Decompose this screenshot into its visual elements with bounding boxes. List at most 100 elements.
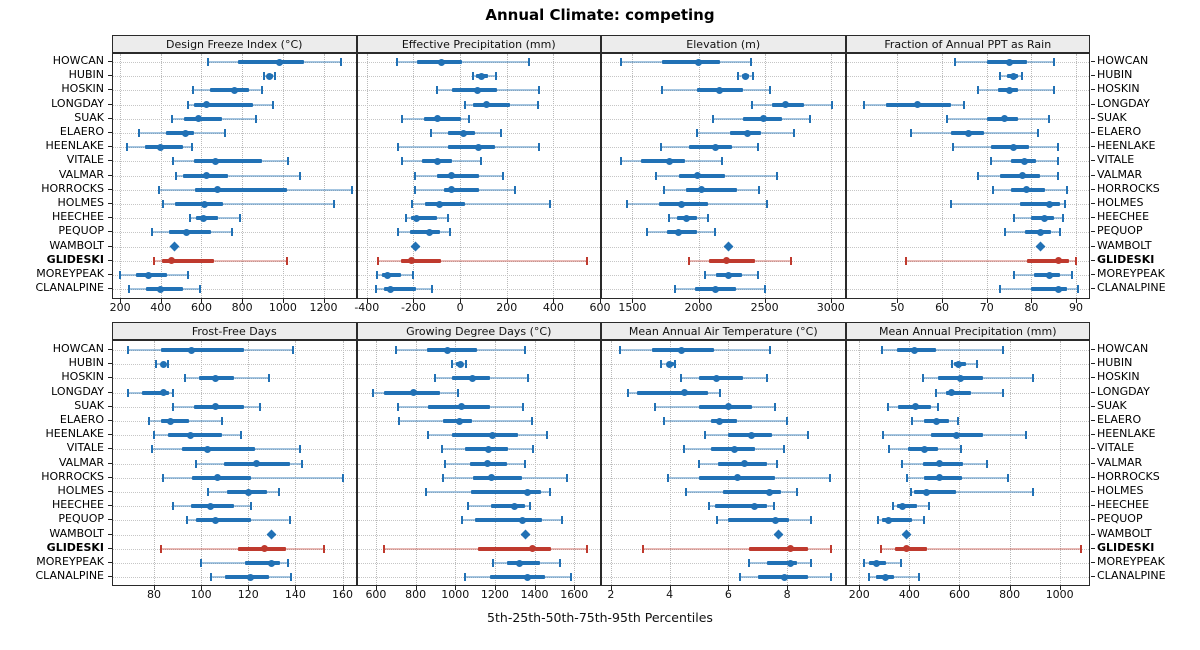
row-tick-left xyxy=(108,448,112,450)
station-label-right: HOWCAN xyxy=(1097,54,1149,67)
whisker-cap xyxy=(286,157,289,166)
median-dot xyxy=(786,545,794,553)
station-label-right: HOLMES xyxy=(1097,484,1144,497)
row-tick-right xyxy=(1091,245,1095,247)
whisker-cap xyxy=(680,374,683,383)
whisker-cap xyxy=(766,200,769,208)
whisker-cap xyxy=(559,559,562,567)
grid-hline xyxy=(113,147,356,149)
x-axis-tick xyxy=(154,586,155,590)
station-label-left: MOREYPEAK xyxy=(36,555,104,568)
grid-hline xyxy=(113,275,356,276)
iqr-bar xyxy=(443,187,479,192)
median-dot xyxy=(733,474,741,482)
whisker-cap xyxy=(1075,256,1078,265)
station-label-right: VALMAR xyxy=(1097,455,1143,469)
whisker-cap xyxy=(413,185,416,194)
station-label-left: CLANALPINE xyxy=(35,569,104,583)
whisker-cap xyxy=(1057,171,1060,180)
whisker-cap xyxy=(528,502,531,511)
median-dot xyxy=(194,115,202,123)
median-dot xyxy=(203,101,211,109)
x-axis-tick-label: 90 xyxy=(1069,301,1084,314)
whisker-cap xyxy=(397,417,400,425)
whisker-cap xyxy=(654,171,657,180)
median-dot xyxy=(743,129,751,137)
whisker-cap xyxy=(1003,228,1006,237)
panel-title: Elevation (m) xyxy=(686,37,761,51)
median-dot xyxy=(693,172,701,180)
plot-area xyxy=(845,53,1090,299)
median-dot xyxy=(665,157,673,165)
plot-area xyxy=(356,340,601,586)
chart-title: Annual Climate: competing xyxy=(485,6,715,24)
x-axis-title: 5th-25th-50th-75th-95th Percentiles xyxy=(487,610,713,625)
x-axis-tick xyxy=(1009,586,1011,590)
whisker-cap xyxy=(160,544,163,553)
whisker-cap xyxy=(209,573,212,582)
grid-hline xyxy=(357,577,600,579)
median-dot xyxy=(1054,285,1062,293)
median-dot xyxy=(434,157,442,165)
station-label-right: HUBIN xyxy=(1097,356,1133,370)
whisker-cap xyxy=(905,256,908,265)
row-tick-right xyxy=(1091,547,1095,549)
median-dot xyxy=(268,559,276,567)
iqr-bar xyxy=(142,390,170,395)
whisker-cap xyxy=(191,143,194,152)
whisker-cap xyxy=(187,100,190,109)
grid-hline xyxy=(846,563,1089,564)
grid-hline xyxy=(846,520,1089,522)
whisker-cap xyxy=(737,72,740,81)
whisker-cap xyxy=(170,114,173,123)
whisker-cap xyxy=(757,185,760,194)
single-value-diamond xyxy=(1035,241,1046,252)
median-dot xyxy=(935,460,943,468)
whisker-cap xyxy=(659,143,662,152)
whisker-cap xyxy=(150,445,153,454)
row-tick-right xyxy=(1091,491,1095,492)
x-axis-tick-label: 50 xyxy=(890,301,905,314)
station-label-left: SUAK xyxy=(74,398,104,412)
station-label-right: ELAERO xyxy=(1097,125,1142,138)
row-tick-left xyxy=(108,274,112,275)
grid-hline xyxy=(357,275,600,276)
grid-vline xyxy=(787,341,789,585)
whisker-cap xyxy=(586,256,589,265)
single-value-diamond xyxy=(169,241,179,252)
whisker-cap xyxy=(703,431,706,440)
x-axis-tick-label: 80 xyxy=(1024,301,1039,314)
iqr-bar xyxy=(161,348,244,352)
row-tick-left xyxy=(108,505,112,507)
whisker-cap xyxy=(674,360,677,369)
grid-hline xyxy=(846,534,1089,536)
panel-strip: Growing Degree Days (°C) xyxy=(356,322,601,340)
whisker-cap xyxy=(527,58,530,66)
row-tick-left xyxy=(108,576,112,578)
whisker-cap xyxy=(957,417,960,425)
whisker-cap xyxy=(523,459,526,468)
x-axis-tick-label: 800 xyxy=(405,588,427,601)
x-axis-tick xyxy=(242,299,244,303)
grid-hline xyxy=(602,350,845,351)
x-axis-tick xyxy=(342,586,344,590)
x-axis-tick-label: 600 xyxy=(365,588,387,601)
x-axis-tick-label: 400 xyxy=(150,301,172,314)
whisker-cap xyxy=(653,402,656,411)
station-label-right: HEENLAKE xyxy=(1097,139,1156,153)
median-dot xyxy=(200,214,208,222)
panel-title: Frost-Free Days xyxy=(191,324,277,338)
x-axis-tick xyxy=(1031,299,1033,303)
row-tick-right xyxy=(1091,75,1095,77)
median-dot xyxy=(188,346,196,354)
median-dot xyxy=(741,72,749,80)
whisker-cap xyxy=(619,58,622,66)
iqr-bar xyxy=(196,518,251,523)
iqr-bar xyxy=(194,404,244,409)
median-dot xyxy=(936,474,944,482)
grid-hline xyxy=(602,204,845,205)
whisker-cap xyxy=(411,200,414,208)
whisker-cap xyxy=(687,256,690,265)
iqr-bar xyxy=(209,88,250,93)
x-axis-tick xyxy=(323,299,325,303)
